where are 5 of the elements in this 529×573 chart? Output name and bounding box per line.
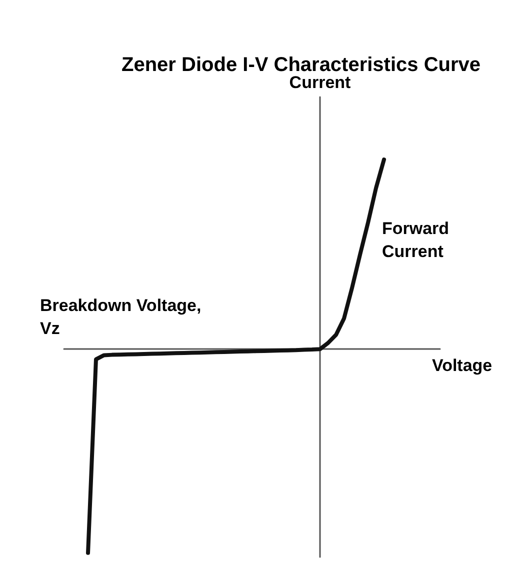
- annotation: Forward Current: [382, 219, 450, 261]
- annotation: Breakdown Voltage, Vz: [40, 296, 202, 338]
- chart-title: Zener Diode I-V Characteristics Curve: [121, 54, 481, 76]
- y-axis-title: Current: [289, 73, 352, 92]
- x-axis-title: Voltage: [432, 356, 492, 376]
